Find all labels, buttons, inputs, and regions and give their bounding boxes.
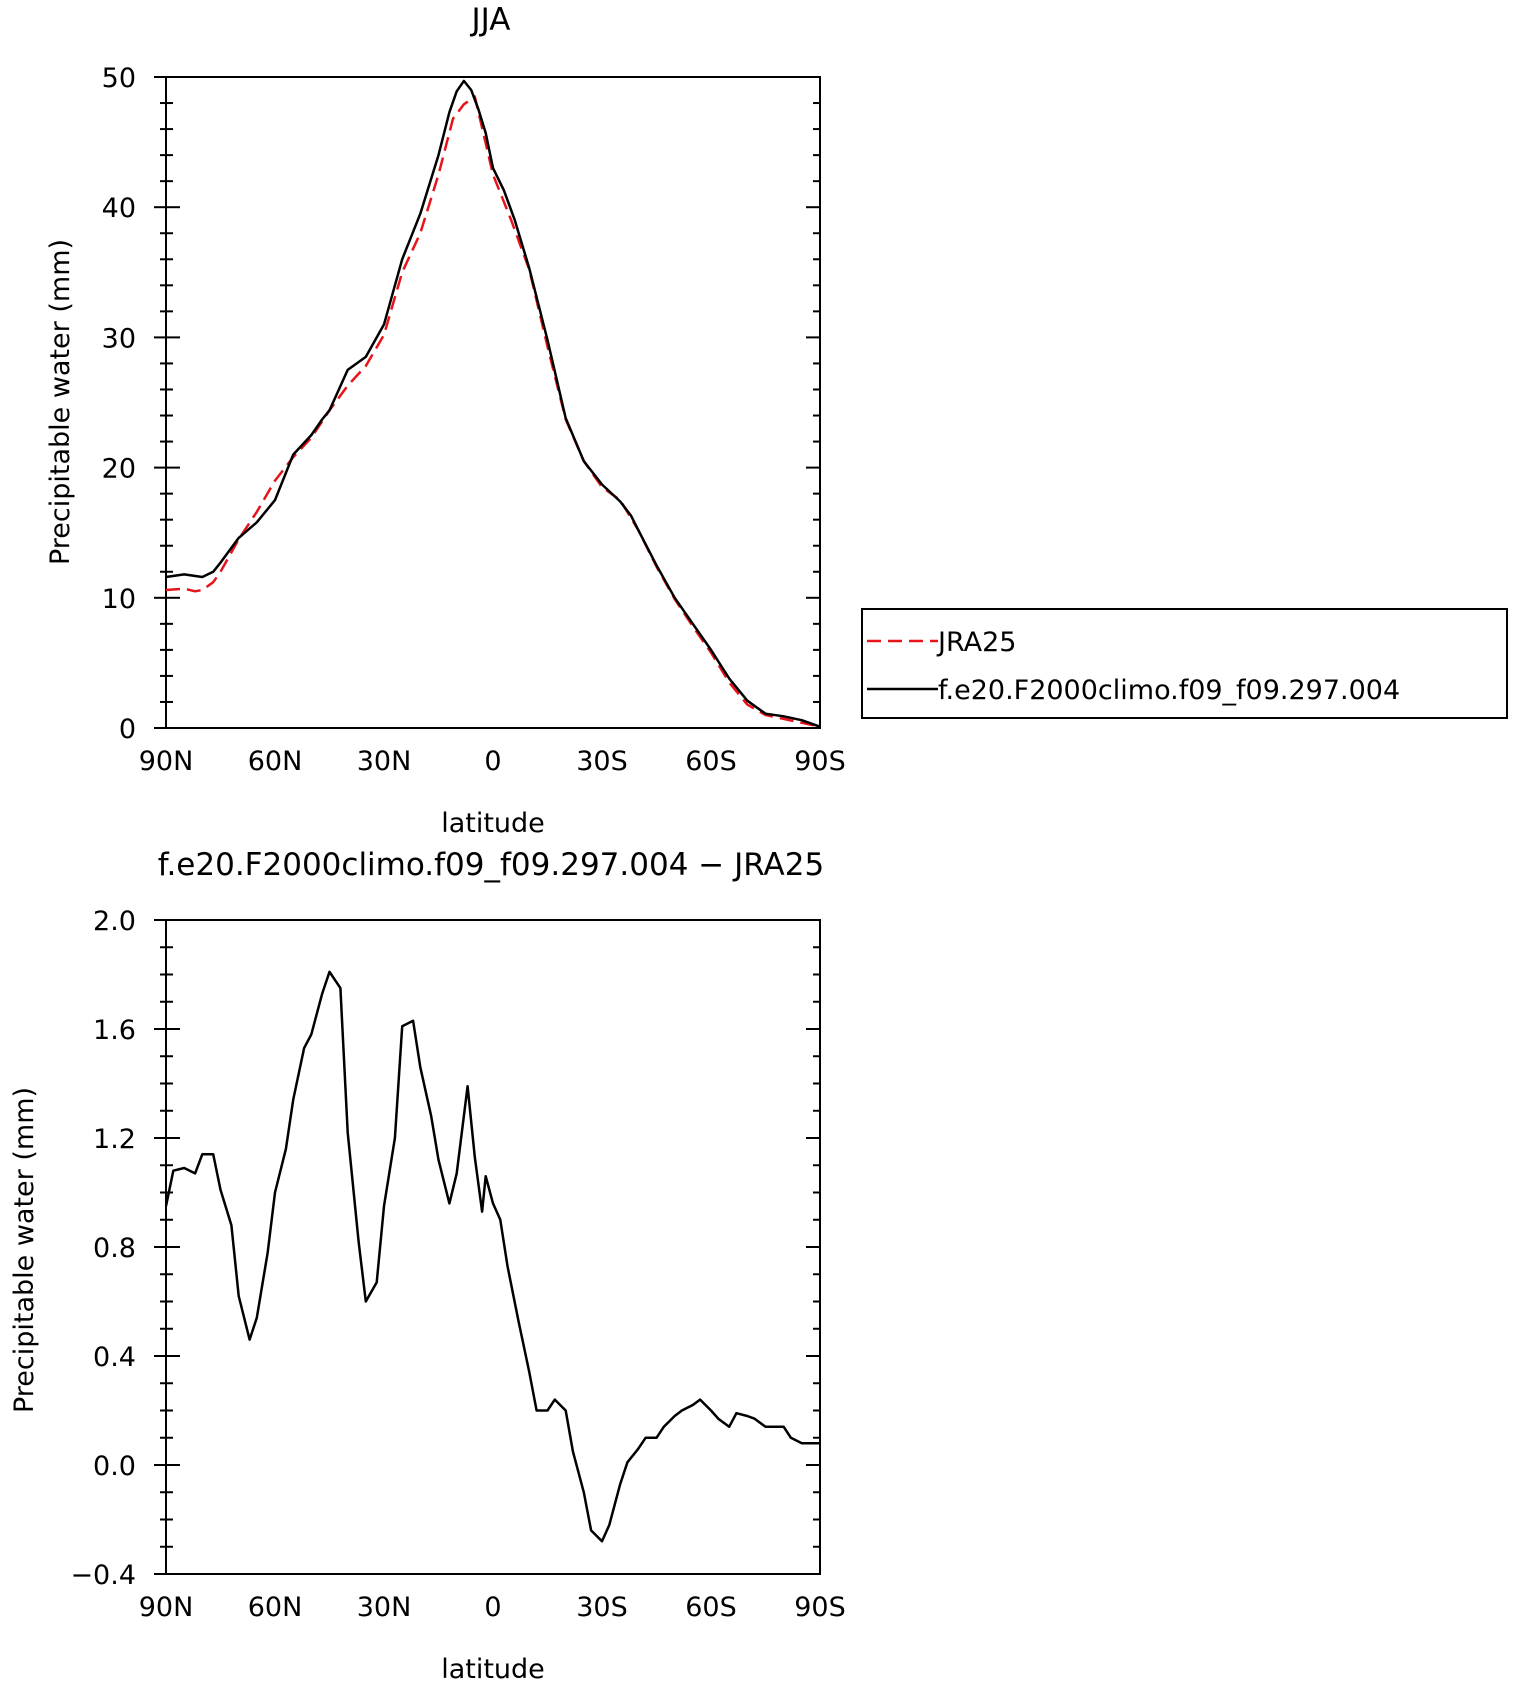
- top-x-tick-label: 90N: [139, 746, 194, 777]
- legend-label-jra25: JRA25: [936, 627, 1016, 658]
- bottom-y-tick-label: 0.4: [93, 1342, 136, 1373]
- top-y-tick-label: 50: [102, 63, 136, 94]
- bottom-series-line-0: [164, 970, 820, 1543]
- bottom-chart: f.e20.F2000climo.f09_f09.297.004 − JRA25…: [9, 847, 846, 1682]
- top-x-tick-label: 60S: [685, 746, 737, 777]
- legend: JRA25 f.e20.F2000climo.f09_f09.297.004: [861, 608, 1508, 719]
- bottom-x-tick-label: 0: [484, 1592, 501, 1623]
- bottom-chart-title: f.e20.F2000climo.f09_f09.297.004 − JRA25: [158, 847, 824, 883]
- top-series-line-jra25: [165, 95, 821, 728]
- top-x-axis-label: latitude: [441, 808, 545, 839]
- bottom-plot-frame: [165, 919, 821, 1575]
- top-x-tick-label: 0: [484, 746, 501, 777]
- top-x-tick-label: 30N: [357, 746, 412, 777]
- top-y-tick-label: 40: [102, 193, 136, 224]
- bottom-x-tick-label: 30S: [576, 1592, 628, 1623]
- bottom-series-lines: [164, 970, 820, 1543]
- top-axis-ticks: 90N 60N 30N 0 30S 60S 90S 0 10 20 30 40 50: [102, 63, 846, 777]
- top-series-lines: [165, 79, 821, 728]
- top-x-tick-label: 90S: [794, 746, 846, 777]
- bottom-x-axis-label: latitude: [441, 1654, 545, 1682]
- legend-box: [861, 608, 1508, 719]
- top-chart: JJA 90N 60N 30N 0 30S 60S 90S 0 10 20 30 40 50 latit…: [45, 2, 846, 839]
- bottom-x-tick-label: 60S: [685, 1592, 737, 1623]
- top-y-tick-label: 30: [102, 323, 136, 354]
- top-x-tick-label: 60N: [248, 746, 303, 777]
- bottom-axis-ticks: 90N 60N 30N 0 30S 60S 90S −0.4 0.0 0.4 0.8 1.2 1.6 2.…: [70, 906, 845, 1623]
- top-y-axis-label: Precipitable water (mm): [45, 239, 76, 565]
- bottom-y-axis-label: Precipitable water (mm): [9, 1087, 40, 1413]
- top-y-tick-label: 0: [119, 714, 136, 745]
- bottom-x-tick-label: 30N: [357, 1592, 412, 1623]
- top-y-tick-label: 10: [102, 584, 136, 615]
- top-y-tick-label: 20: [102, 454, 136, 485]
- bottom-x-tick-label: 90N: [139, 1592, 194, 1623]
- bottom-x-tick-label: 60N: [248, 1592, 303, 1623]
- top-plot-frame: [165, 76, 821, 729]
- top-series-line-f-e20-f2000climo-f09-f09-297-004: [165, 79, 821, 728]
- legend-label-model: f.e20.F2000climo.f09_f09.297.004: [938, 675, 1400, 706]
- bottom-y-tick-label: 1.6: [93, 1015, 136, 1046]
- bottom-y-tick-label: 1.2: [93, 1124, 136, 1155]
- bottom-y-tick-label: 0.0: [93, 1451, 136, 1482]
- bottom-y-tick-label: −0.4: [70, 1560, 136, 1591]
- top-x-tick-label: 30S: [576, 746, 628, 777]
- bottom-y-tick-label: 0.8: [93, 1233, 136, 1264]
- bottom-x-tick-label: 90S: [794, 1592, 846, 1623]
- top-chart-title: JJA: [470, 2, 511, 38]
- bottom-y-tick-label: 2.0: [93, 906, 136, 937]
